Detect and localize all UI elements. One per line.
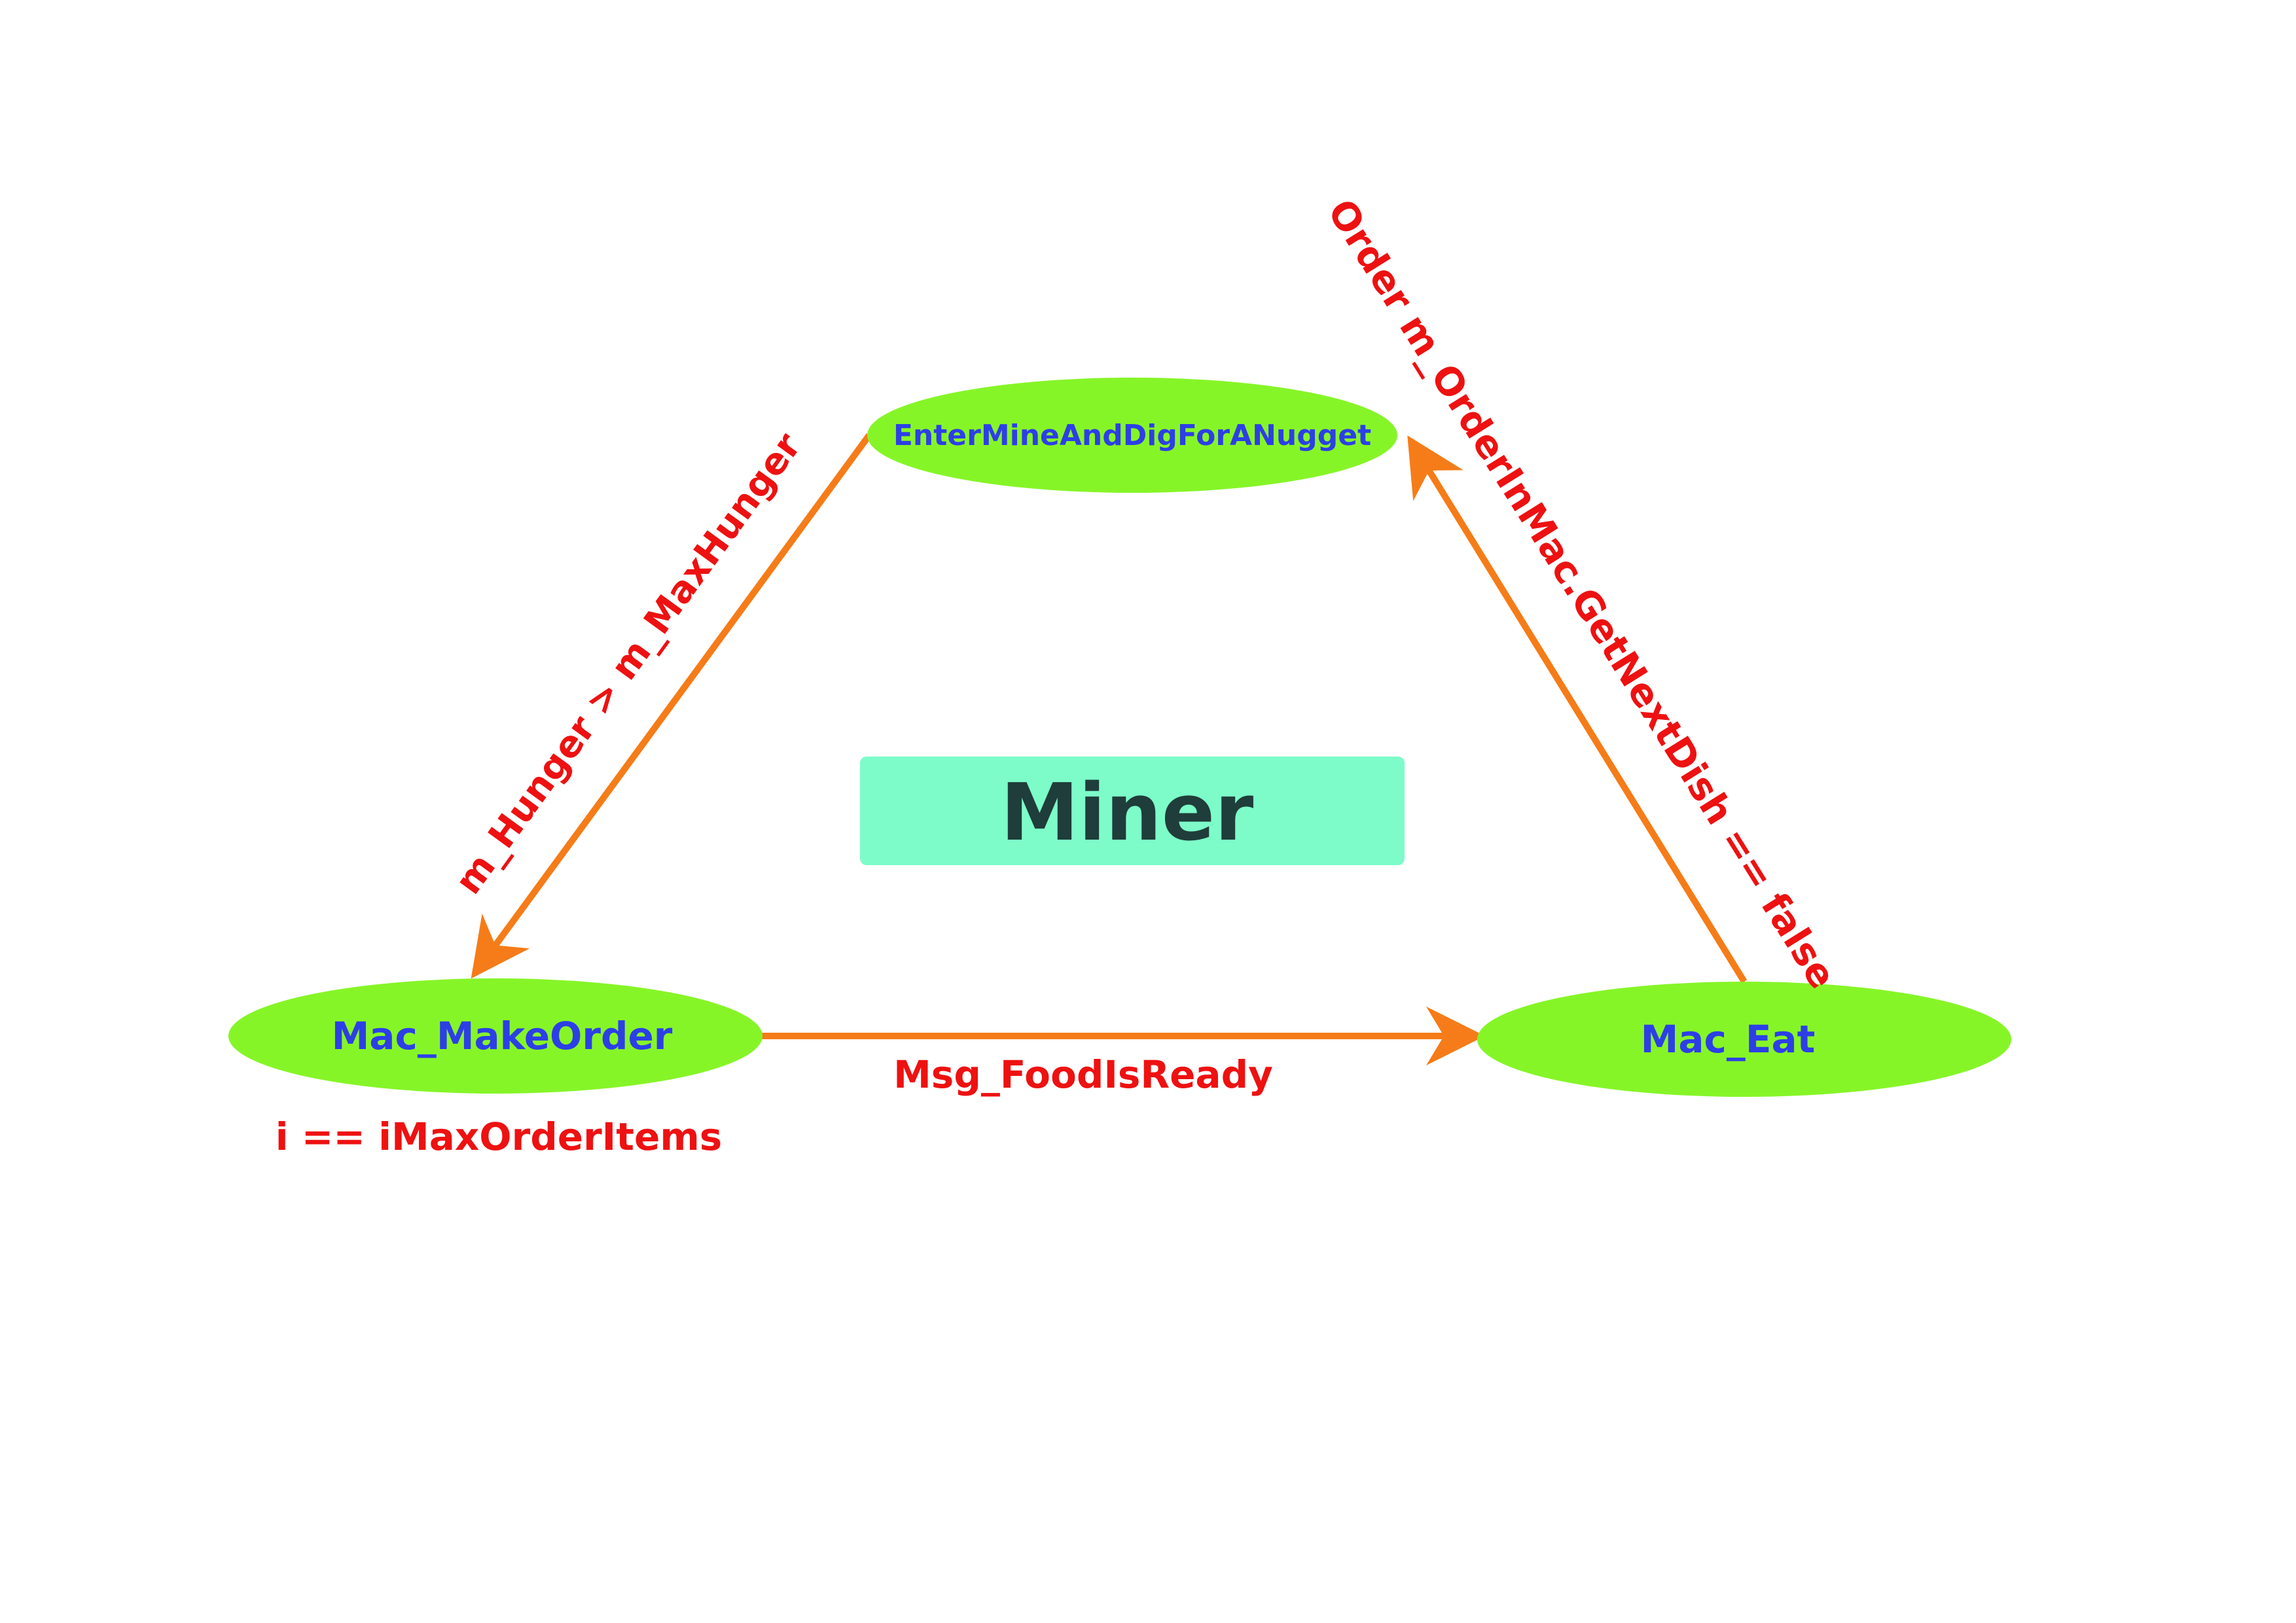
state-dig-label: EnterMineAndDigForANugget bbox=[893, 419, 1371, 452]
state-dig-shape bbox=[867, 378, 1397, 493]
title-box bbox=[860, 757, 1405, 865]
condition-eat-to-dig: Order m_OrderInMac.GetNextDish == false bbox=[1319, 191, 1845, 996]
state-make-order-shape bbox=[228, 978, 762, 1094]
diagram-title: Miner bbox=[1001, 768, 1254, 859]
state-make-order-label: Mac_MakeOrder bbox=[332, 1014, 673, 1058]
state-eat[interactable]: Mac_Eat bbox=[1477, 982, 2011, 1097]
state-eat-label: Mac_Eat bbox=[1641, 1017, 1816, 1061]
state-eat-shape bbox=[1477, 982, 2011, 1097]
state-make-order[interactable]: Mac_MakeOrder bbox=[228, 978, 762, 1094]
state-dig[interactable]: EnterMineAndDigForANugget bbox=[867, 378, 1397, 493]
note-make-order-exit: i == iMaxOrderItems bbox=[276, 1115, 723, 1159]
condition-dig-to-make-order: m_Hunger > m_MaxHunger bbox=[447, 425, 810, 902]
transition-arrow-eat-to-dig bbox=[1407, 435, 1748, 984]
condition-make-order-to-eat: Msg_FoodIsReady bbox=[893, 1052, 1273, 1097]
transition-arrow-dig-to-make-order bbox=[471, 433, 872, 979]
